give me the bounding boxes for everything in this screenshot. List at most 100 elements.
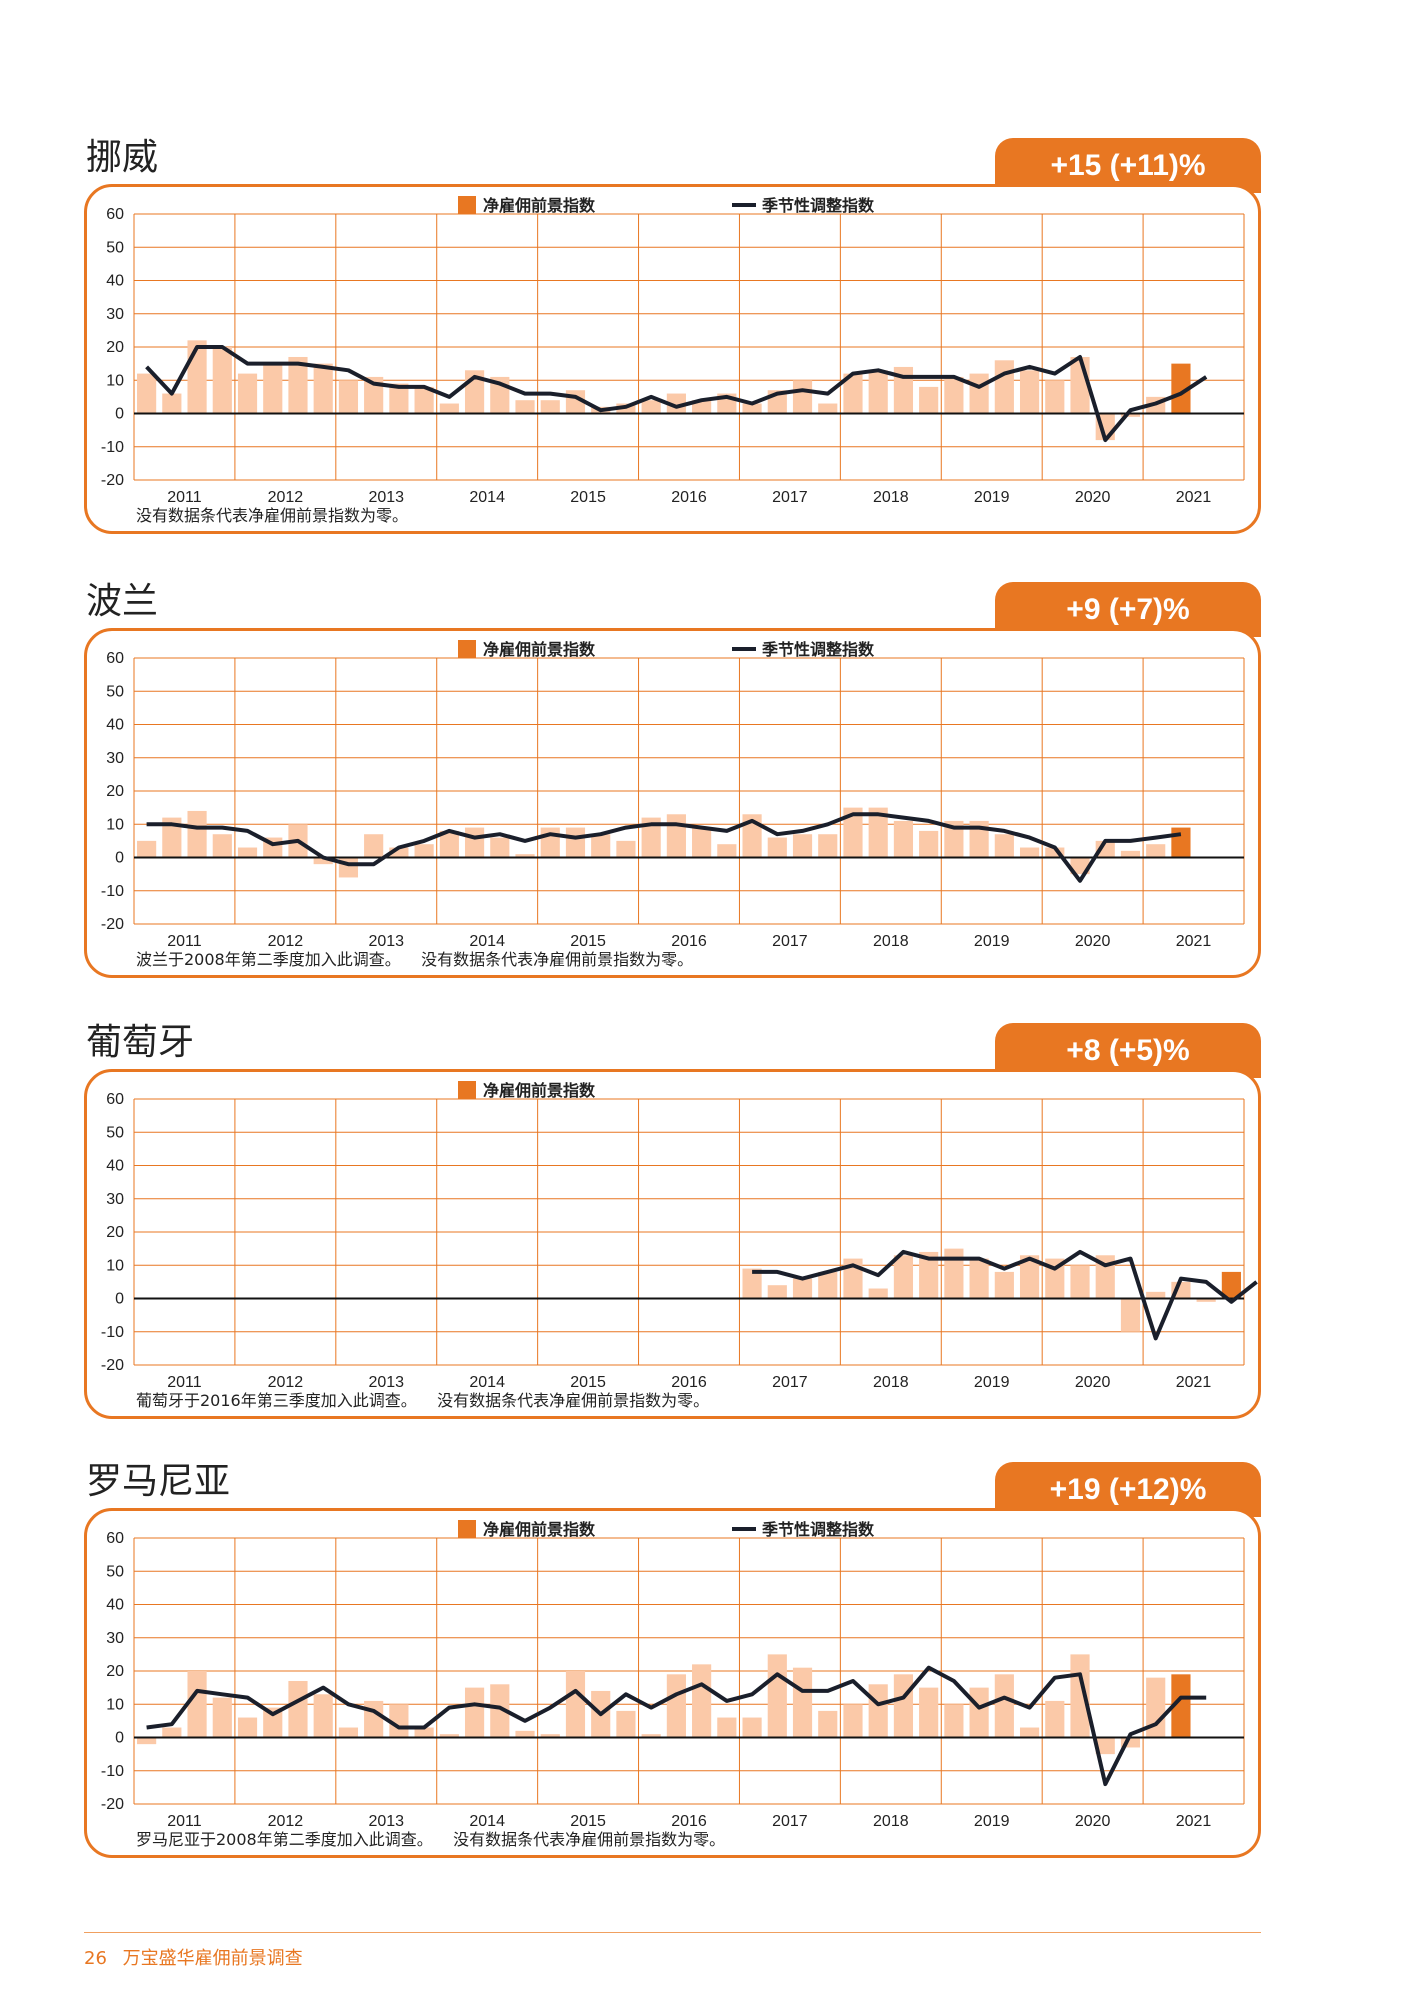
- country-title: 波兰: [86, 581, 159, 622]
- x-tick-label: 2015: [570, 489, 606, 506]
- bar: [137, 840, 157, 858]
- bar: [439, 403, 459, 414]
- x-tick-label: 2014: [469, 1374, 505, 1391]
- bar: [893, 1255, 914, 1299]
- bar: [313, 363, 333, 414]
- bar: [540, 400, 560, 414]
- y-tick-label: 30: [106, 1191, 124, 1208]
- x-tick-label: 2017: [772, 489, 808, 506]
- y-tick-label: 0: [115, 850, 124, 867]
- x-tick-label: 2014: [469, 1813, 505, 1830]
- adjusted-index-line: [146, 812, 1182, 883]
- adjusted-index-line: [752, 1249, 1258, 1341]
- bar: [237, 1717, 258, 1738]
- bar: [818, 834, 838, 858]
- bar: [919, 830, 939, 858]
- bar: [969, 1258, 989, 1299]
- x-tick-label: 2012: [268, 1374, 304, 1391]
- bar: [1120, 850, 1141, 858]
- bar: [565, 1671, 586, 1738]
- y-tick-label: -10: [101, 1763, 124, 1780]
- bar: [1045, 847, 1065, 858]
- legend-swatch-bar: [458, 1520, 476, 1538]
- bar: [1019, 847, 1040, 858]
- x-tick-label: 2013: [368, 489, 404, 506]
- bar: [666, 1674, 686, 1738]
- bar: [313, 1694, 333, 1738]
- bar: [641, 1734, 661, 1738]
- bar: [868, 1684, 888, 1738]
- bar: [792, 834, 813, 858]
- x-tick-label: 2016: [671, 1813, 707, 1830]
- bar: [389, 383, 409, 414]
- bar: [944, 1704, 964, 1738]
- bar: [464, 1687, 485, 1738]
- bar: [338, 380, 359, 414]
- bar: [1120, 413, 1141, 417]
- y-tick-label: 30: [106, 1630, 124, 1647]
- x-tick-label: 2015: [570, 933, 606, 950]
- bar: [1221, 1271, 1241, 1299]
- bar: [591, 834, 611, 858]
- legend-label-line: 季节性调整指数: [761, 640, 875, 659]
- bar: [994, 360, 1014, 414]
- y-tick-label: 10: [106, 1257, 124, 1274]
- chart-panel: [84, 628, 1261, 978]
- y-tick-label: 10: [106, 816, 124, 833]
- chart-svg: 60 50 40 30 20 10 0 -10 -20 2011 2012 2013 2014 2015 2…: [101, 1520, 1245, 1830]
- x-tick-label: 2017: [772, 933, 808, 950]
- bar: [969, 373, 989, 414]
- bar: [818, 1710, 838, 1738]
- legend-label-line: 季节性调整指数: [761, 196, 875, 215]
- bar: [389, 847, 409, 858]
- bar: [540, 827, 560, 858]
- bar: [515, 854, 535, 858]
- x-tick-label: 2012: [268, 933, 304, 950]
- y-tick-label: 40: [106, 1597, 124, 1614]
- bar: [692, 1664, 712, 1738]
- outlook-badge: +15 (+11)%: [995, 138, 1261, 193]
- bar: [616, 840, 636, 858]
- page-number: 26: [84, 1948, 107, 1969]
- bar: [717, 844, 737, 858]
- x-tick-label: 2017: [772, 1374, 808, 1391]
- x-tick-label: 2016: [671, 933, 707, 950]
- legend-swatch-bar: [458, 196, 476, 214]
- y-tick-label: -10: [101, 1324, 124, 1341]
- y-tick-label: -10: [101, 439, 124, 456]
- bar: [490, 837, 510, 858]
- bar: [162, 1727, 182, 1738]
- x-tick-label: 2019: [974, 1374, 1010, 1391]
- bar: [212, 347, 232, 414]
- bar: [767, 1285, 787, 1299]
- bar: [364, 834, 384, 858]
- y-tick-label: 50: [106, 1563, 124, 1580]
- x-tick-label: 2013: [368, 1374, 404, 1391]
- bar: [969, 1687, 989, 1738]
- x-tick-label: 2021: [1176, 933, 1212, 950]
- y-tick-label: 30: [106, 306, 124, 323]
- bar: [263, 1707, 283, 1738]
- x-tick-label: 2013: [368, 1813, 404, 1830]
- country-title: 葡萄牙: [86, 1022, 195, 1063]
- bar: [742, 1268, 762, 1299]
- x-tick-label: 2020: [1075, 1813, 1111, 1830]
- bar: [137, 1737, 157, 1745]
- footer-title: 万宝盛华雇佣前景调查: [122, 1948, 303, 1969]
- bar: [313, 857, 333, 865]
- chart-note: 波兰于2008年第二季度加入此调查。 没有数据条代表净雇佣前景指数为零。: [136, 950, 694, 969]
- bar: [1171, 1674, 1191, 1738]
- bar: [187, 1671, 207, 1738]
- x-tick-label: 2014: [469, 933, 505, 950]
- bar: [137, 373, 157, 414]
- y-tick-label: 0: [115, 1730, 124, 1747]
- bar: [237, 373, 258, 414]
- x-tick-label: 2016: [671, 1374, 707, 1391]
- outlook-badge: +8 (+5)%: [995, 1023, 1261, 1078]
- bar: [414, 844, 434, 858]
- bar: [364, 1700, 384, 1738]
- bar: [919, 1687, 939, 1738]
- y-tick-label: 40: [106, 273, 124, 290]
- bar: [944, 1248, 964, 1299]
- bar: [994, 1674, 1014, 1738]
